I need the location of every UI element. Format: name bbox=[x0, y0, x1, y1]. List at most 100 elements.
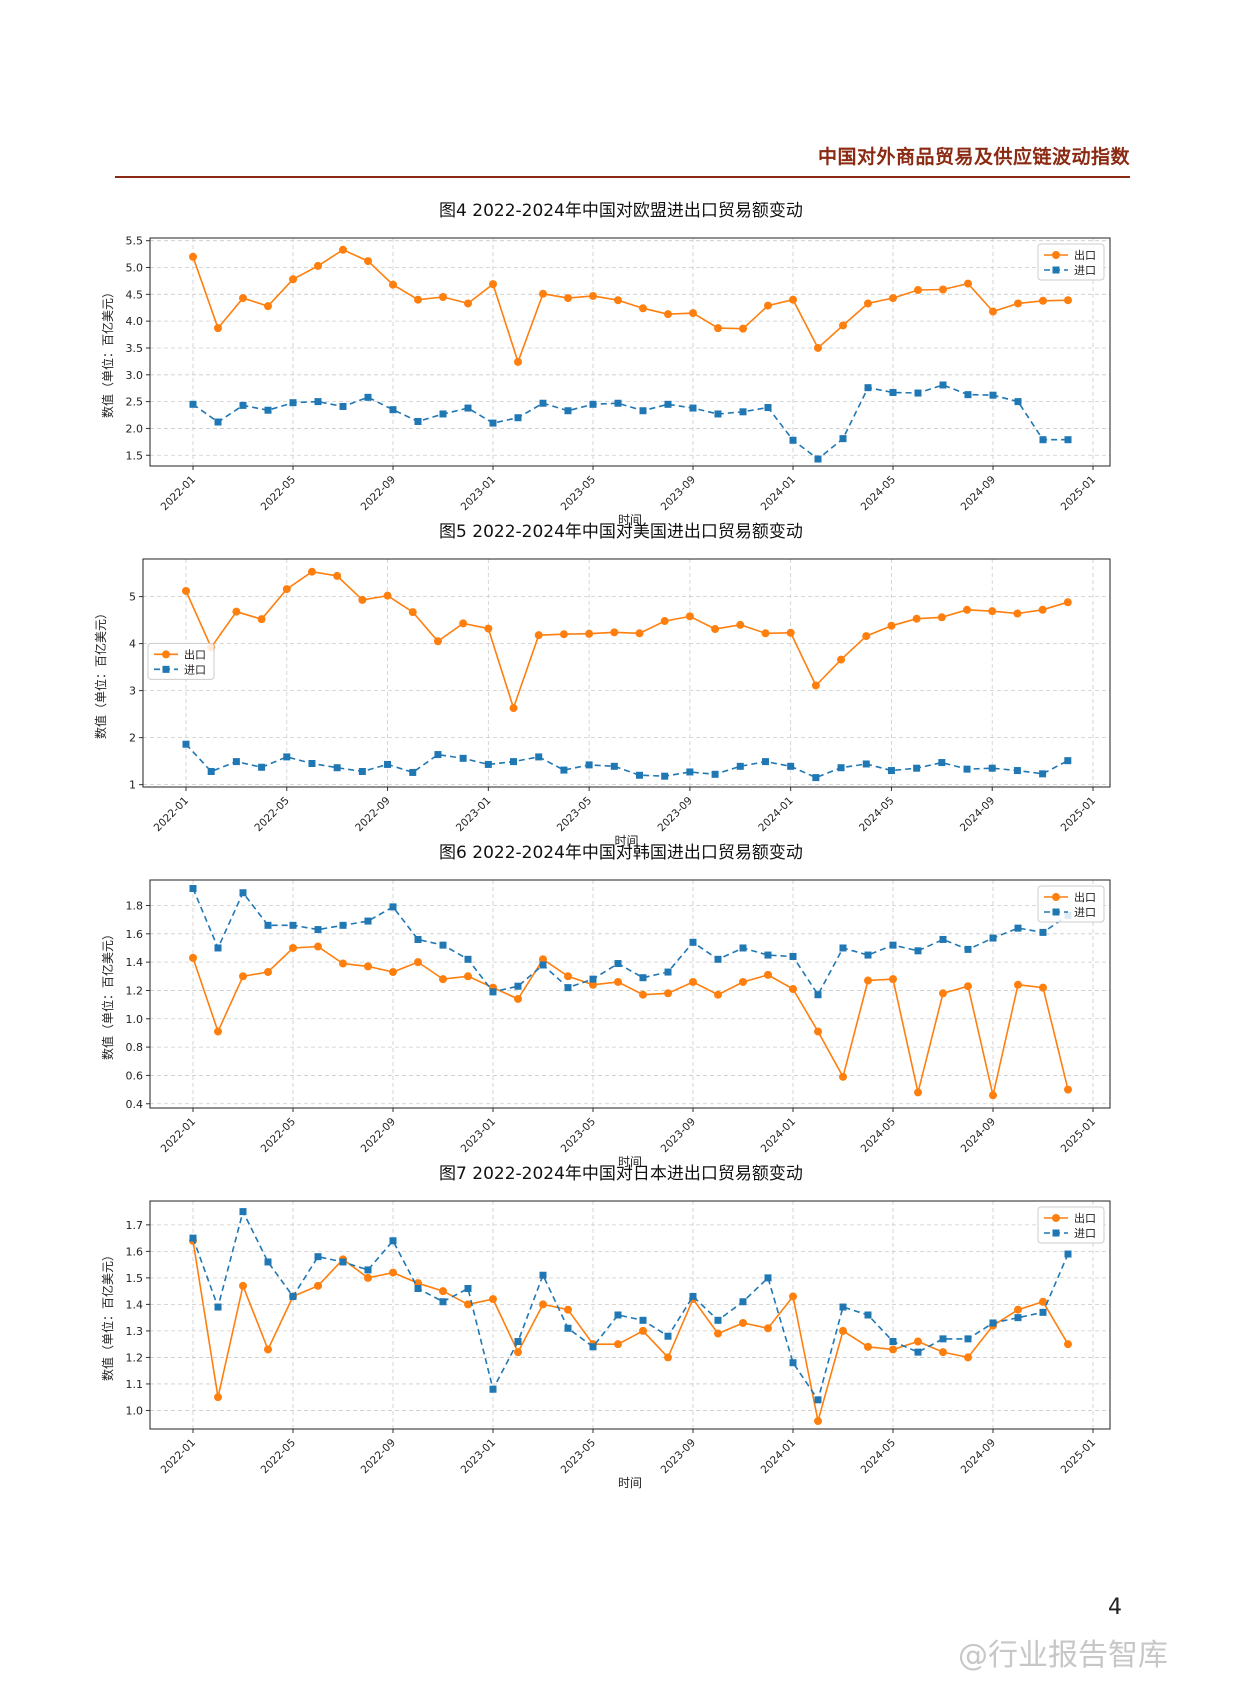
series-line bbox=[192, 1209, 1069, 1402]
data-point bbox=[739, 1318, 747, 1327]
data-point bbox=[314, 926, 322, 934]
data-point bbox=[664, 400, 672, 408]
y-tick-label: 1.2 bbox=[126, 984, 144, 997]
data-point bbox=[761, 629, 770, 638]
x-tick-label: 2022-05 bbox=[259, 1116, 299, 1156]
data-point bbox=[639, 974, 647, 982]
x-tick-label: 2024-01 bbox=[759, 474, 799, 514]
y-tick-label: 1.5 bbox=[126, 1272, 144, 1285]
data-point bbox=[564, 1305, 572, 1314]
data-point bbox=[464, 972, 472, 981]
data-point bbox=[1064, 1340, 1072, 1349]
data-point bbox=[510, 758, 518, 766]
data-point bbox=[938, 759, 946, 767]
series-import bbox=[189, 884, 1072, 999]
data-point bbox=[989, 391, 997, 399]
series-export bbox=[189, 942, 1072, 1100]
data-point bbox=[739, 977, 747, 986]
x-tick-label: 2025-01 bbox=[1059, 474, 1099, 514]
x-tick-label: 2024-01 bbox=[756, 795, 796, 835]
data-point bbox=[539, 399, 547, 407]
legend-label: 进口 bbox=[1074, 264, 1096, 277]
data-point bbox=[685, 612, 694, 621]
data-point bbox=[539, 1271, 547, 1279]
data-point bbox=[314, 942, 322, 951]
data-point bbox=[964, 279, 972, 288]
plot-area: 1.5 2.0 2.5 3.0 3.5 4.0 4.5 5.0 5.5 2022-01 2022-0… bbox=[126, 235, 1111, 513]
data-point bbox=[414, 1284, 422, 1292]
chart-title: 图5 2022-2024年中国对美国进出口贸易额变动 bbox=[439, 522, 803, 542]
y-tick-label: 1.2 bbox=[126, 1351, 144, 1364]
series-import bbox=[189, 381, 1072, 463]
data-point bbox=[1014, 398, 1022, 406]
y-tick-label: 0.4 bbox=[126, 1098, 144, 1111]
y-tick-label: 5.0 bbox=[126, 262, 144, 275]
data-point bbox=[559, 630, 568, 639]
data-point bbox=[664, 968, 672, 976]
data-point bbox=[333, 764, 341, 772]
data-point bbox=[1064, 436, 1072, 444]
data-point bbox=[489, 988, 497, 996]
y-tick-label: 1.0 bbox=[126, 1404, 144, 1417]
y-tick-label: 1.4 bbox=[126, 956, 144, 969]
data-point bbox=[1063, 598, 1072, 607]
data-point bbox=[914, 947, 922, 955]
series-import bbox=[189, 1208, 1072, 1404]
data-point bbox=[232, 758, 240, 766]
y-tick-label: 1 bbox=[129, 779, 136, 792]
data-point bbox=[789, 985, 797, 994]
x-tick-label: 2024-05 bbox=[859, 1116, 899, 1156]
data-point bbox=[764, 301, 772, 310]
data-point bbox=[689, 404, 697, 412]
data-point bbox=[314, 1281, 322, 1290]
data-point bbox=[560, 766, 568, 774]
data-point bbox=[314, 398, 322, 406]
legend-label: 出口 bbox=[1074, 890, 1096, 904]
data-point bbox=[439, 1287, 447, 1296]
legend-label: 出口 bbox=[1074, 1211, 1096, 1225]
x-tick-label: 2023-05 bbox=[559, 474, 599, 514]
data-point bbox=[787, 762, 795, 770]
x-tick-label: 2023-05 bbox=[559, 1116, 599, 1156]
data-point bbox=[964, 1353, 972, 1362]
data-point bbox=[864, 976, 872, 985]
watermark: @行业报告智库 bbox=[958, 1638, 1168, 1673]
data-point bbox=[764, 1274, 772, 1282]
data-point bbox=[389, 1237, 397, 1245]
data-point bbox=[963, 605, 972, 614]
data-point bbox=[839, 1326, 847, 1335]
y-tick-label: 3 bbox=[129, 685, 136, 698]
x-axis-label: 时间 bbox=[618, 513, 642, 527]
data-point bbox=[289, 943, 297, 952]
y-tick-label: 1.8 bbox=[126, 899, 144, 912]
data-point bbox=[839, 321, 847, 330]
data-point bbox=[639, 990, 647, 999]
data-point bbox=[264, 921, 272, 929]
x-tick-label: 2025-01 bbox=[1059, 795, 1099, 835]
data-point bbox=[837, 655, 846, 664]
x-tick-label: 2022-01 bbox=[159, 1116, 199, 1156]
data-point bbox=[914, 1337, 922, 1346]
data-point bbox=[339, 921, 347, 929]
x-tick-label: 2023-09 bbox=[659, 474, 699, 514]
data-point bbox=[283, 753, 291, 761]
data-point bbox=[464, 299, 472, 308]
data-point bbox=[614, 960, 622, 968]
data-point bbox=[964, 982, 972, 991]
data-point bbox=[814, 991, 822, 999]
data-point bbox=[764, 404, 772, 412]
data-point bbox=[514, 1338, 522, 1346]
x-tick-label: 2022-05 bbox=[259, 1437, 299, 1477]
data-point bbox=[812, 774, 820, 782]
data-point bbox=[339, 402, 347, 410]
data-point bbox=[232, 607, 241, 616]
data-point bbox=[864, 384, 872, 392]
data-point bbox=[464, 1300, 472, 1309]
plot-area: 1.0 1.1 1.2 1.3 1.4 1.5 1.6 1.7 2022-01 2022-05 20… bbox=[126, 1200, 1111, 1477]
data-point bbox=[514, 414, 522, 422]
chart-svg: 1.0 1.1 1.2 1.3 1.4 1.5 1.6 1.7 2022-01 2022-05 20… bbox=[100, 1200, 1111, 1490]
data-point bbox=[714, 1329, 722, 1338]
y-tick-label: 1.1 bbox=[126, 1378, 144, 1391]
x-tick-label: 2023-01 bbox=[454, 795, 494, 835]
